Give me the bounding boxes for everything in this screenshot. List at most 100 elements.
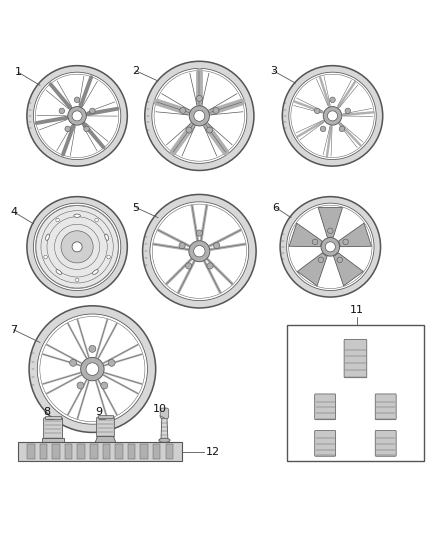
Circle shape [44,255,47,259]
Circle shape [108,359,115,366]
Polygon shape [339,223,371,247]
Bar [102,444,110,459]
Polygon shape [334,253,363,286]
FancyBboxPatch shape [315,394,336,419]
Circle shape [345,108,350,114]
Circle shape [312,239,318,245]
Circle shape [207,127,212,133]
Circle shape [320,126,326,132]
Circle shape [314,108,320,114]
Bar [18,442,182,461]
FancyBboxPatch shape [97,417,114,437]
Circle shape [95,219,99,222]
Circle shape [143,195,256,308]
Circle shape [101,382,108,389]
Bar [166,444,173,459]
Bar [153,444,160,459]
Text: 4: 4 [10,207,18,217]
Circle shape [84,126,89,132]
Text: 7: 7 [10,325,18,335]
FancyBboxPatch shape [160,408,169,419]
Circle shape [325,242,336,252]
FancyBboxPatch shape [44,418,63,439]
Bar [27,444,35,459]
Bar [65,444,72,459]
Circle shape [186,263,192,269]
Text: 5: 5 [133,203,140,213]
Circle shape [29,306,155,432]
Circle shape [189,106,209,126]
Ellipse shape [46,234,49,240]
Circle shape [107,255,110,259]
Circle shape [337,257,343,263]
Circle shape [37,314,148,424]
Circle shape [72,111,82,121]
Circle shape [27,197,127,297]
Text: 9: 9 [95,407,102,417]
Circle shape [86,363,99,375]
Circle shape [77,382,84,389]
Circle shape [321,238,339,256]
Polygon shape [95,437,117,445]
Bar [287,326,424,461]
Bar [42,438,64,445]
FancyBboxPatch shape [375,394,396,419]
Circle shape [186,127,192,133]
Circle shape [328,111,338,121]
Circle shape [189,241,210,262]
Circle shape [74,97,80,102]
Circle shape [81,358,104,381]
FancyBboxPatch shape [375,431,396,456]
Circle shape [89,345,96,352]
Text: 6: 6 [272,203,279,213]
Circle shape [59,108,64,114]
Circle shape [152,68,247,163]
Bar [128,444,135,459]
Circle shape [213,243,220,249]
Circle shape [286,203,374,290]
Circle shape [194,110,205,122]
Ellipse shape [56,270,62,274]
Polygon shape [289,223,322,247]
Ellipse shape [159,438,170,442]
Text: 10: 10 [153,403,167,414]
Circle shape [90,108,95,114]
Bar [78,444,85,459]
Bar [39,444,47,459]
Polygon shape [161,416,168,440]
Circle shape [179,243,185,249]
Circle shape [150,202,249,301]
Circle shape [70,359,77,366]
Text: 1: 1 [14,67,21,77]
Circle shape [328,228,333,233]
Bar [115,444,123,459]
Circle shape [343,239,348,245]
Circle shape [65,126,71,132]
Bar [45,416,61,419]
Circle shape [339,126,345,132]
Circle shape [68,107,86,125]
Circle shape [194,246,205,257]
Circle shape [207,263,213,269]
Circle shape [213,108,219,114]
Circle shape [56,219,60,222]
FancyBboxPatch shape [344,340,367,378]
Text: 11: 11 [350,305,364,316]
Circle shape [27,66,127,166]
Circle shape [61,231,93,263]
Bar [98,415,113,418]
Circle shape [330,97,335,102]
Text: 3: 3 [270,66,277,76]
Ellipse shape [92,270,98,274]
Ellipse shape [105,234,109,240]
Bar [140,444,148,459]
Text: 2: 2 [132,66,140,76]
Circle shape [33,72,121,159]
Bar [90,444,98,459]
FancyBboxPatch shape [315,431,336,456]
Circle shape [280,197,381,297]
Text: 8: 8 [43,407,50,417]
Circle shape [318,257,324,263]
Circle shape [72,242,82,252]
Ellipse shape [74,214,80,217]
